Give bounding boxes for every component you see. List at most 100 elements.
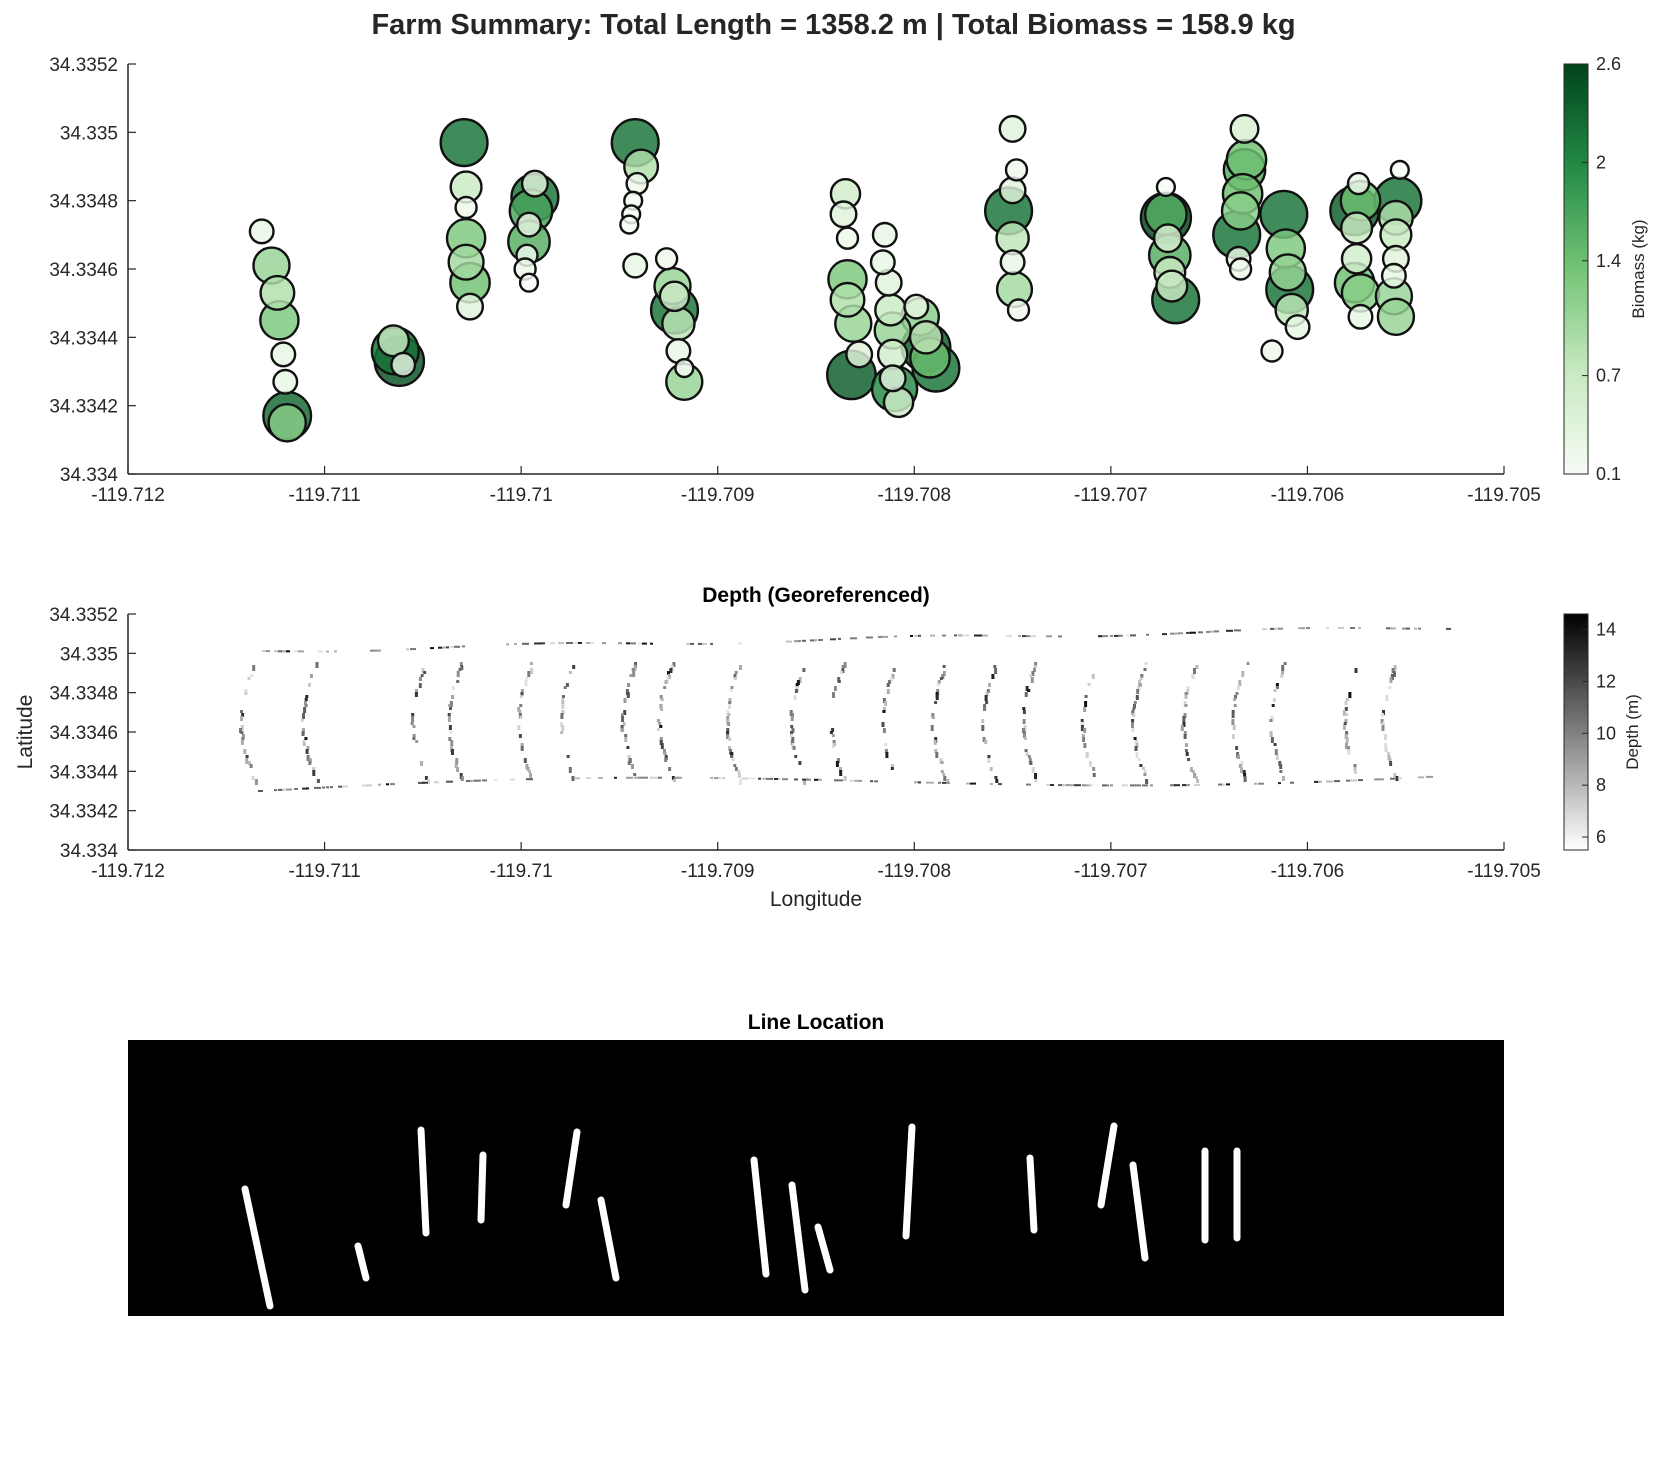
- depth-pixel: [790, 725, 794, 728]
- depth-pixel: [1193, 668, 1196, 674]
- depth-pixel: [412, 737, 416, 740]
- depth-pixel: [1353, 767, 1357, 771]
- depth-pixel: [560, 722, 563, 727]
- depth-pixel: [450, 646, 454, 648]
- depth-pixel: [1269, 719, 1273, 722]
- biomass-bubble: [1155, 269, 1189, 303]
- depth-pixel: [667, 674, 671, 679]
- depth-pixel: [730, 755, 733, 758]
- depth-pixel: [939, 677, 943, 680]
- depth-pixel: [301, 731, 305, 736]
- depth-pixel: [1190, 631, 1196, 634]
- depth-pixel: [942, 634, 946, 637]
- depth-pixel: [574, 777, 580, 780]
- depth-pixel: [990, 783, 993, 785]
- depth-pixel: [885, 752, 889, 758]
- biomass-bubble: [259, 274, 296, 311]
- depth-pixel: [790, 713, 794, 718]
- x-tick-label: -119.711: [288, 485, 360, 506]
- x-tick-label: -119.712: [91, 861, 165, 882]
- depth-pixel: [1024, 692, 1028, 697]
- depth-pixel: [790, 740, 794, 745]
- depth-pixel: [790, 716, 794, 721]
- depth-pixel: [1139, 764, 1143, 767]
- depth-pixel: [854, 779, 859, 782]
- depth-pixel: [451, 686, 455, 690]
- line-location-panel-title: Line Location: [747, 1011, 885, 1034]
- depth-pixel: [470, 779, 476, 782]
- biomass-bubble: [674, 358, 695, 379]
- depth-pixel: [274, 650, 281, 653]
- depth-pixel: [525, 677, 529, 681]
- depth-pixel: [262, 650, 268, 653]
- depth-pixel: [1083, 728, 1087, 733]
- depth-pixel: [1274, 627, 1280, 630]
- depth-pixel: [998, 783, 1002, 786]
- depth-pixel: [795, 683, 799, 687]
- depth-pixel: [418, 677, 422, 681]
- biomass-bubble: [661, 306, 696, 342]
- depth-pixel: [786, 640, 792, 643]
- depth-pixel: [942, 773, 946, 776]
- depth-pixel: [986, 689, 990, 693]
- depth-pixel: [561, 704, 565, 709]
- depth-pixel: [726, 734, 730, 739]
- depth-pixel: [571, 776, 575, 781]
- depth-pixel: [1276, 686, 1279, 689]
- depth-pixel: [1226, 783, 1230, 786]
- y-tick-label: 34.334: [60, 841, 119, 862]
- depth-pixel: [690, 642, 694, 645]
- depth-pixel: [1170, 784, 1176, 787]
- depth-pixel: [310, 674, 313, 678]
- depth-pixel: [666, 677, 670, 683]
- depth-pixel: [981, 725, 985, 731]
- depth-pixel: [1025, 752, 1029, 756]
- depth-pixel: [308, 683, 311, 687]
- biomass-bubble: [829, 281, 866, 318]
- x-tick-label: -119.712: [91, 485, 165, 506]
- depth-pixel: [1326, 780, 1333, 783]
- depth-pixel: [663, 752, 667, 755]
- depth-pixel: [302, 740, 306, 745]
- depth-pixel: [1273, 743, 1277, 746]
- biomass-bubble: [658, 280, 691, 313]
- depth-pixel: [1023, 737, 1027, 740]
- depth-pixel: [1131, 722, 1134, 728]
- depth-pixel: [882, 635, 888, 638]
- depth-pixel: [566, 642, 573, 644]
- depth-pixel: [630, 642, 636, 645]
- depth-pixel: [834, 779, 838, 782]
- depth-pixel: [1358, 779, 1363, 782]
- depth-pixel: [304, 737, 308, 740]
- depth-pixel: [659, 725, 663, 728]
- depth-pixel: [241, 737, 245, 741]
- depth-pixel: [528, 770, 532, 773]
- depth-pixel: [562, 695, 565, 698]
- depth-pixel: [983, 707, 986, 711]
- biomass-bubble: [390, 351, 417, 378]
- depth-pixel: [1210, 630, 1215, 633]
- depth-pixel: [1098, 635, 1103, 638]
- line-location-stroke: [788, 1181, 809, 1294]
- biomass-bubble: [622, 252, 649, 279]
- depth-pixel: [660, 707, 664, 711]
- depth-pixel: [494, 779, 497, 782]
- depth-pixel: [410, 722, 414, 725]
- depth-pixel: [526, 778, 533, 781]
- depth-pixel: [561, 710, 565, 715]
- depth-pixel: [629, 674, 633, 677]
- line-location-stroke: [597, 1196, 620, 1282]
- depth-pixel: [1385, 695, 1389, 701]
- biomass-bubble: [845, 340, 874, 369]
- biomass-bubble: [625, 171, 649, 196]
- depth-pixel: [422, 781, 428, 784]
- depth-pixel: [874, 780, 878, 783]
- depth-pixel: [726, 728, 730, 732]
- biomass-bubble: [1339, 211, 1374, 245]
- depth-pixel: [936, 683, 940, 686]
- depth-pixel: [672, 779, 676, 782]
- y-tick-label: 34.335: [60, 123, 118, 144]
- depth-pixel: [942, 671, 946, 676]
- depth-pixel: [966, 782, 970, 785]
